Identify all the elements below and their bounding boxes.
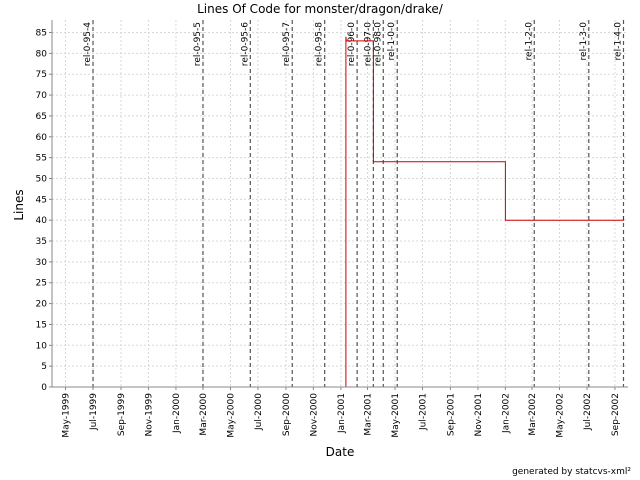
x-tick-label: Jul-2000	[254, 393, 264, 431]
x-tick-label: Sep-2000	[282, 393, 292, 436]
y-tick-labels: 0 5 10 15 20 25 30 35 40 45 50 55 60 65 70 75 80 85	[36, 29, 52, 393]
x-tick-label: May-2001	[391, 393, 401, 438]
y-tick-label: 85	[36, 29, 47, 39]
x-tick-label: Nov-1999	[144, 393, 154, 437]
y-tick-label: 20	[36, 300, 48, 310]
x-tick-labels: May-1999 Jul-1999 Sep-1999 Nov-1999 Jan-2000…	[62, 387, 621, 438]
release-label: rel-0-95-7	[282, 22, 292, 66]
x-tick-label: Jul-2001	[418, 393, 428, 431]
x-tick-label: Mar-2001	[363, 393, 373, 436]
release-label: rel-0-97-0	[363, 22, 373, 66]
release-markers: rel-0-95-4 rel-0-95-5 rel-0-95-6 rel-0-95-7…	[83, 20, 625, 387]
release-label: rel-1-3-0	[579, 22, 589, 61]
release-label: rel-1-2-0	[524, 22, 534, 61]
x-tick-label: Nov-2001	[474, 393, 484, 436]
release-label: rel-0-95-5	[193, 22, 203, 66]
x-tick-label: Jan-2000	[172, 393, 182, 434]
y-tick-label: 70	[36, 91, 48, 101]
y-tick-label: 5	[41, 362, 47, 372]
release-label: rel-0-95-6	[240, 22, 250, 66]
x-tick-label: Sep-1999	[117, 393, 127, 436]
release-label: rel-0-96-0	[347, 22, 357, 66]
y-tick-label: 35	[36, 237, 47, 247]
loc-series-line	[52, 36, 624, 388]
x-tick-label: Jul-2002	[583, 393, 593, 431]
y-tick-label: 60	[36, 133, 48, 143]
y-tick-label: 0	[41, 383, 47, 393]
x-tick-label: Nov-2000	[309, 393, 319, 437]
release-label: rel-1-4-0	[613, 22, 623, 61]
y-tick-label: 65	[36, 112, 47, 122]
plot-background	[52, 20, 628, 387]
x-tick-label: May-1999	[62, 393, 72, 438]
release-label: rel-0-98-0	[373, 22, 383, 66]
release-label: rel-1-0-0	[387, 22, 397, 61]
release-label: rel-0-95-8	[315, 22, 325, 66]
x-tick-label: Jan-2001	[337, 393, 347, 434]
plot-area	[52, 20, 628, 387]
y-tick-label: 80	[36, 49, 48, 59]
x-tick-label: Jul-1999	[89, 393, 99, 431]
x-tick-label: May-2000	[226, 393, 236, 438]
y-tick-label: 30	[36, 258, 48, 268]
x-tick-label: Mar-2002	[528, 393, 538, 436]
x-tick-label: Jan-2002	[501, 393, 511, 434]
grid	[52, 20, 628, 387]
x-tick-label: Sep-2002	[611, 393, 621, 436]
generator-footer: generated by statcvs-xml²	[512, 467, 631, 477]
series-lines	[52, 36, 624, 388]
y-tick-label: 55	[36, 154, 47, 164]
x-axis-title: Date	[326, 445, 355, 459]
x-tick-label: Mar-2000	[199, 393, 209, 436]
x-tick-label: Sep-2001	[446, 393, 456, 436]
y-tick-label: 15	[36, 320, 47, 330]
release-label: rel-0-95-4	[83, 22, 93, 66]
y-tick-label: 50	[36, 174, 48, 184]
y-tick-label: 40	[36, 216, 48, 226]
y-tick-label: 10	[36, 341, 48, 351]
y-tick-label: 45	[36, 195, 47, 205]
y-tick-label: 25	[36, 279, 47, 289]
x-tick-label: May-2002	[555, 393, 565, 438]
y-tick-label: 75	[36, 70, 47, 80]
y-axis-title: Lines	[12, 189, 26, 220]
chart-title: Lines Of Code for monster/dragon/drake/	[197, 2, 444, 16]
